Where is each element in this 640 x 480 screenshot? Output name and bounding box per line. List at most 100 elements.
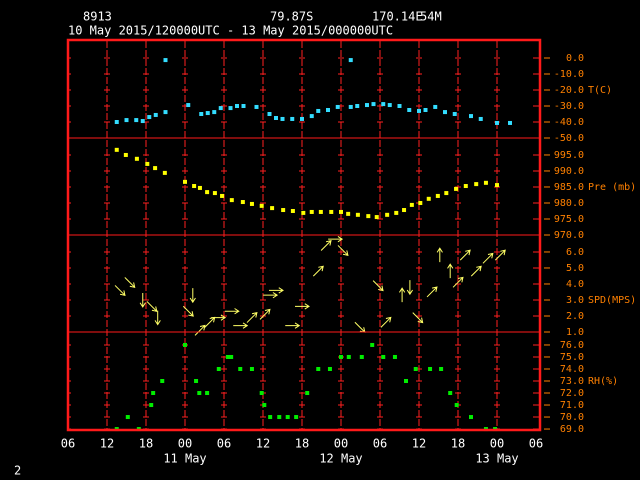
data-point: [294, 415, 299, 420]
y-tick-label: 6.0: [566, 247, 584, 258]
data-point: [235, 104, 239, 108]
data-point: [392, 354, 397, 359]
wind-arrow: [246, 311, 258, 323]
x-tick-label: 06: [61, 437, 75, 451]
data-point: [495, 120, 499, 125]
y-tick-label: -30.0: [554, 101, 584, 112]
y-tick-label: 76.0: [560, 340, 584, 351]
data-point: [478, 116, 483, 121]
wind-arrow: [328, 236, 344, 243]
y-tick-label: 975.0: [554, 214, 584, 225]
wind-arrow: [380, 316, 392, 328]
data-point: [134, 156, 139, 161]
data-point: [407, 108, 412, 112]
data-point: [326, 108, 330, 112]
data-point: [228, 106, 233, 111]
wind-arrow: [194, 324, 206, 336]
data-point: [134, 118, 139, 123]
y-tick-label: -50.0: [554, 133, 584, 144]
data-point: [402, 208, 407, 213]
y-tick-label: 74.0: [560, 364, 584, 375]
wind-arrow: [459, 249, 471, 261]
y-tick-label: 995.0: [554, 150, 584, 161]
wind-arrow: [337, 245, 349, 256]
data-point: [199, 112, 204, 116]
data-point: [409, 202, 414, 207]
data-point: [452, 112, 457, 116]
data-point: [348, 58, 353, 63]
y-tick-label: -40.0: [554, 117, 584, 128]
data-point: [183, 342, 187, 347]
data-point: [268, 415, 273, 420]
data-point: [387, 103, 392, 108]
y-tick-label: -10.0: [554, 69, 584, 80]
data-point: [355, 104, 360, 108]
data-point: [381, 102, 386, 107]
data-point: [346, 211, 351, 216]
data-point: [435, 193, 440, 198]
data-point: [365, 103, 369, 108]
wind-arrow: [312, 265, 324, 277]
y-tick-label: 69.0: [560, 424, 584, 435]
y-tick-label: 0.0: [566, 53, 584, 64]
y-tick-label: 3.0: [566, 295, 584, 306]
wind-arrow: [182, 305, 194, 317]
data-point: [125, 415, 130, 420]
data-point: [439, 366, 444, 371]
wind-arrow: [412, 312, 424, 324]
data-point: [335, 104, 340, 109]
y-tick-label: 72.0: [560, 388, 584, 399]
y-tick-label: 73.0: [560, 376, 584, 387]
data-point: [267, 112, 272, 116]
x-tick-label: 06: [373, 437, 387, 451]
y-tick-label: -20.0: [554, 85, 584, 96]
wind-arrow: [139, 292, 146, 308]
day-label: 11 May: [163, 452, 206, 466]
wind-arrow: [114, 285, 126, 296]
data-point: [495, 183, 499, 188]
x-tick-label: 06: [217, 437, 231, 451]
wind-arrow: [224, 308, 240, 315]
data-point: [355, 212, 360, 217]
data-point: [413, 366, 418, 371]
y-tick-label: 970.0: [554, 230, 584, 241]
x-tick-label: 06: [529, 437, 543, 451]
data-point: [374, 215, 379, 220]
wind-arrow: [269, 287, 284, 294]
data-point: [316, 108, 321, 113]
data-point: [123, 152, 128, 157]
frame-number: 2: [14, 464, 21, 478]
data-point: [197, 391, 202, 396]
data-point: [428, 366, 433, 371]
x-tick-label: 18: [451, 437, 465, 451]
latitude: 79.87S: [270, 10, 313, 24]
data-point: [194, 379, 199, 383]
data-point: [153, 166, 158, 171]
data-point: [259, 203, 264, 208]
data-point: [381, 354, 386, 359]
wind-arrow: [470, 265, 482, 277]
data-point: [163, 110, 168, 115]
data-point: [397, 104, 402, 108]
data-point: [145, 161, 150, 166]
data-point: [448, 391, 453, 396]
data-point: [339, 354, 343, 359]
longitude: 170.14E: [372, 10, 423, 24]
data-point: [483, 180, 488, 185]
y-axis-title: T(C): [588, 85, 612, 96]
y-axis-title: SPD(MPS): [588, 295, 636, 306]
data-point: [285, 415, 290, 420]
x-tick-label: 18: [139, 437, 153, 451]
data-point: [259, 391, 264, 396]
data-point: [274, 116, 278, 120]
period: 10 May 2015/120000UTC - 13 May 2015/0000…: [68, 24, 393, 38]
y-tick-label: 5.0: [566, 263, 584, 274]
data-point: [348, 104, 353, 109]
data-point: [216, 366, 221, 371]
data-point: [205, 111, 210, 116]
data-point: [444, 191, 449, 196]
data-point: [240, 200, 245, 205]
data-point: [229, 198, 234, 203]
x-tick-label: 00: [178, 437, 192, 451]
data-point: [147, 115, 152, 120]
